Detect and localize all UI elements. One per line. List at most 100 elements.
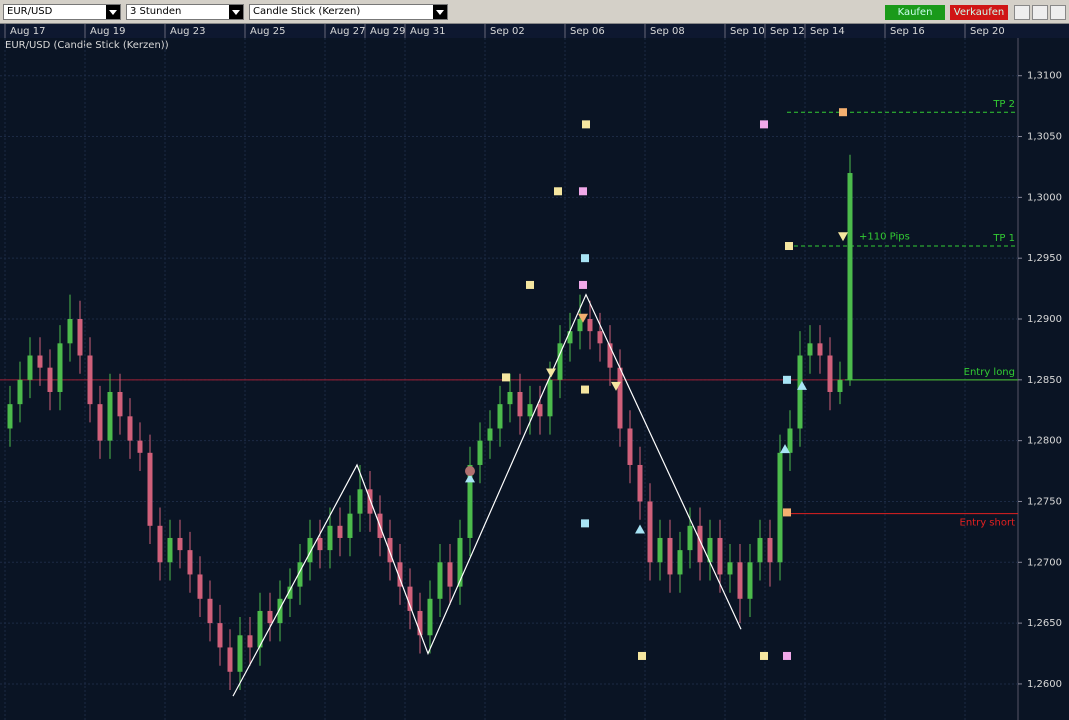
candle-body [177, 537, 183, 551]
x-tick-label: Sep 06 [570, 26, 605, 37]
candle-body [187, 550, 193, 575]
candle-body [327, 525, 333, 551]
candle-body [837, 379, 843, 392]
y-tick-label: 1,2850 [1027, 375, 1062, 386]
signal-square [783, 375, 791, 384]
candle-body [557, 343, 563, 380]
y-tick-label: 1,2600 [1027, 679, 1062, 690]
candle-body [797, 355, 803, 429]
y-tick-label: 1,2700 [1027, 557, 1062, 568]
level-label: TP 1 [992, 233, 1015, 244]
y-tick-label: 1,2750 [1027, 496, 1062, 507]
candle-body [167, 537, 173, 563]
candle-body [637, 464, 643, 502]
candle-body [357, 489, 363, 514]
candle-body [847, 173, 853, 380]
signal-square [760, 120, 768, 129]
candle-body [107, 391, 113, 441]
level-label: TP 2 [992, 99, 1015, 110]
draw-icon[interactable] [1032, 5, 1048, 20]
interval-select[interactable]: 3 Stunden [126, 4, 244, 20]
candle-body [477, 440, 483, 465]
candle-body [737, 562, 743, 599]
candle-body [37, 355, 43, 368]
candle-body [287, 586, 293, 599]
candle-body [717, 537, 723, 575]
signal-down [546, 368, 556, 378]
signal-square [581, 254, 589, 263]
signal-square [638, 651, 646, 660]
signal-square [581, 519, 589, 528]
candle-body [127, 416, 133, 441]
signal-square [579, 280, 587, 289]
y-tick-label: 1,2900 [1027, 314, 1062, 325]
candle-body [537, 404, 543, 417]
y-tick-label: 1,3000 [1027, 192, 1062, 203]
candle-body [597, 331, 603, 344]
signal-up [780, 444, 790, 454]
y-tick-label: 1,2950 [1027, 253, 1062, 264]
sell-button[interactable]: Verkaufen [950, 5, 1008, 20]
candle-body [387, 537, 393, 563]
y-tick-label: 1,2800 [1027, 436, 1062, 447]
window-icon[interactable] [1050, 5, 1066, 20]
candle-body [207, 598, 213, 624]
signal-up [797, 380, 807, 390]
x-tick-label: Aug 31 [410, 26, 445, 37]
candle-body [507, 391, 513, 405]
signal-square [839, 108, 847, 117]
signal-square [554, 187, 562, 196]
signal-square [582, 120, 590, 129]
signal-square [783, 508, 791, 517]
candle-body [447, 562, 453, 587]
candle-body [27, 355, 33, 380]
candle-body [707, 537, 713, 563]
symbol-select[interactable]: EUR/USD [3, 4, 121, 20]
candle-body [647, 501, 653, 563]
candle-body [47, 367, 53, 392]
y-tick-label: 1,2650 [1027, 618, 1062, 629]
signal-square [581, 385, 589, 394]
candle-body [397, 562, 403, 587]
candle-body [137, 440, 143, 453]
candle-body [617, 367, 623, 429]
candle-body [777, 452, 783, 563]
chart-background [0, 24, 1069, 720]
candle-body [417, 610, 423, 636]
signal-up [635, 524, 645, 534]
candle-body [547, 379, 553, 417]
plot: 1,2600 1,2650 1,2700 1,2750 1,2800 1,2850 1,29… [0, 24, 1062, 720]
candle-body [437, 562, 443, 599]
candle-body [77, 319, 83, 356]
x-tick-label: Sep 14 [810, 26, 845, 37]
signal-square [760, 651, 768, 660]
x-tick-label: Aug 29 [370, 26, 405, 37]
level-label: Entry short [960, 518, 1016, 529]
price-axis [1018, 38, 1069, 720]
candle-body [317, 537, 323, 551]
candle-body [217, 623, 223, 648]
candle-body [67, 319, 73, 344]
candle-body [157, 525, 163, 563]
buy-button[interactable]: Kaufen [885, 5, 945, 20]
candle-body [677, 550, 683, 575]
candle-body [567, 331, 573, 344]
candle-body [657, 537, 663, 563]
candle-body [607, 343, 613, 368]
candle-body [727, 562, 733, 575]
x-tick-label: Sep 16 [890, 26, 925, 37]
candle-body [487, 428, 493, 441]
bars-icon[interactable] [1014, 5, 1030, 20]
style-select[interactable]: Candle Stick (Kerzen) [249, 4, 448, 20]
candle-body [337, 525, 343, 538]
x-tick-label: Aug 25 [250, 26, 285, 37]
y-tick-label: 1,3100 [1027, 71, 1062, 82]
level-label: Entry long [964, 367, 1015, 378]
candle-body [297, 562, 303, 587]
signal-circle [465, 466, 475, 477]
candle-body [307, 537, 313, 563]
x-tick-label: Sep 20 [970, 26, 1005, 37]
candle-body [427, 598, 433, 636]
x-tick-label: Aug 19 [90, 26, 125, 37]
